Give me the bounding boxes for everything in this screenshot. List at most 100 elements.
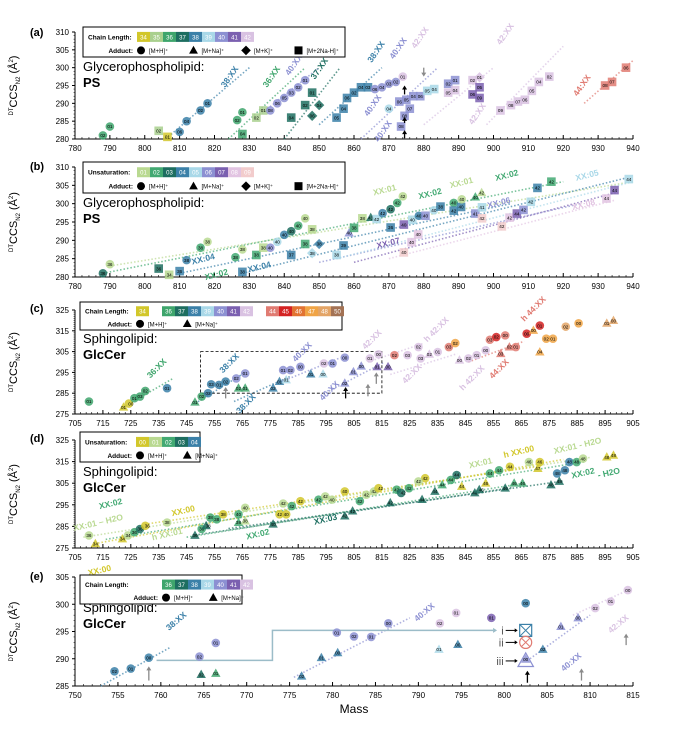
point-marker [552, 469, 562, 478]
point-marker [279, 93, 289, 103]
label-offset: 06 [470, 92, 476, 97]
point-marker [526, 197, 536, 207]
label-offset: 36 [156, 266, 162, 271]
label-offset: 04 [386, 106, 392, 111]
label-offset: 36 [192, 533, 198, 538]
point-marker [272, 237, 282, 247]
series-label: 42:XX [494, 21, 516, 46]
data-point: 00 [340, 353, 350, 362]
data-point: 47 [533, 463, 543, 472]
legend-swatch-label: 37 [178, 583, 185, 589]
point-marker [377, 82, 387, 92]
point-label: 01 [330, 361, 336, 366]
point-marker [485, 335, 495, 345]
trend-line [102, 180, 564, 275]
x-tick-label: 805 [347, 553, 361, 562]
point-marker [534, 77, 544, 87]
point-label: 00 [503, 333, 509, 338]
point-marker [296, 496, 305, 506]
legend-swatch-label: 37 [178, 310, 185, 316]
label-offset: 44 [487, 471, 493, 476]
label-offset: 02 [494, 335, 500, 340]
data-point: 01 [606, 597, 615, 606]
label-offset: 08 [399, 124, 405, 129]
arrow-head [365, 383, 371, 388]
legend-row2-label: Adduct: [108, 184, 133, 191]
label-offset: 05 [529, 89, 535, 94]
data-point: 02 [286, 365, 295, 375]
label-offset: 01 [319, 655, 325, 660]
data-point: 40 [281, 510, 291, 519]
point-marker [477, 203, 487, 212]
label-offset: 38 [351, 226, 357, 231]
point-label: 06 [418, 94, 424, 99]
point-label: 01 [107, 124, 113, 129]
point-label: 42 [535, 186, 541, 191]
y-tick-label: 280 [56, 273, 70, 282]
label-offset: 38 [198, 245, 204, 250]
point-marker [421, 211, 430, 221]
label-offset: 01 [367, 356, 373, 361]
legend-adduct-label: [M+Na]⁺ [202, 184, 225, 191]
y-tick-label: 305 [56, 348, 70, 357]
point-marker [348, 366, 359, 376]
series-label: XX:01 [468, 455, 494, 470]
point-marker [408, 91, 418, 101]
data-point: 03 [496, 348, 506, 358]
legend-swatch [175, 579, 188, 590]
trend-line [105, 460, 586, 541]
x-tick-label: 895 [598, 419, 612, 428]
data-point: 01 [316, 652, 327, 662]
data-point: 44 [456, 481, 467, 490]
point-marker [141, 386, 150, 396]
point-label: 00 [457, 358, 463, 363]
label-offset: i [501, 625, 503, 637]
data-point: 38 [196, 243, 205, 252]
label-offset: 02 [234, 376, 240, 381]
data-point: 06 [306, 110, 318, 121]
legend-swatch [150, 167, 163, 178]
point-marker [233, 383, 244, 392]
label-offset: 40 [271, 522, 277, 527]
data-point: 42 [420, 473, 430, 483]
point-label: 02 [234, 376, 240, 381]
data-point: 02 [561, 322, 571, 331]
point-label: 42 [400, 194, 406, 199]
series-label: 42:XX [466, 101, 488, 126]
legend-adduct-label: [M+H]⁺ [174, 595, 193, 602]
point-marker [196, 669, 206, 678]
label-offset: XX:02 [98, 496, 124, 511]
label-offset: 36 [100, 271, 106, 276]
label-offset: 44 [454, 473, 460, 478]
point-marker [203, 237, 212, 247]
point-label: 48 [574, 460, 580, 465]
data-point: 42 [449, 206, 459, 215]
point-label: 38 [310, 251, 316, 256]
label-offset: XX:04 [190, 251, 216, 266]
point-label: 40 [271, 522, 277, 527]
data-point: 05 [527, 86, 537, 96]
point-marker [196, 243, 205, 252]
point-label: 44 [440, 483, 446, 488]
legend-adduct-label: [M+H]⁺ [149, 48, 168, 55]
x-tick-label: 885 [571, 419, 585, 428]
panel-tag: (a) [30, 27, 44, 39]
data-point: 00 [623, 585, 633, 595]
label-offset: 06 [397, 99, 403, 104]
point-label: 48 [604, 455, 610, 460]
label-offset: 40 [410, 218, 416, 223]
label-offset: 02 [156, 128, 162, 133]
point-label: 46 [503, 486, 509, 491]
point-label: 40 [451, 201, 457, 206]
point-marker [399, 248, 409, 257]
data-point: 36 [105, 259, 115, 269]
point-marker [610, 185, 619, 195]
data-point: 38 [240, 516, 250, 525]
point-label: 01 [604, 321, 610, 326]
data-point: 01 [602, 318, 612, 327]
y-label-post: ) [8, 464, 20, 468]
data-point: 48 [578, 454, 588, 463]
point-label: 03 [487, 337, 493, 342]
point-label: 04 [358, 85, 364, 90]
label-offset: 44 [514, 211, 520, 216]
